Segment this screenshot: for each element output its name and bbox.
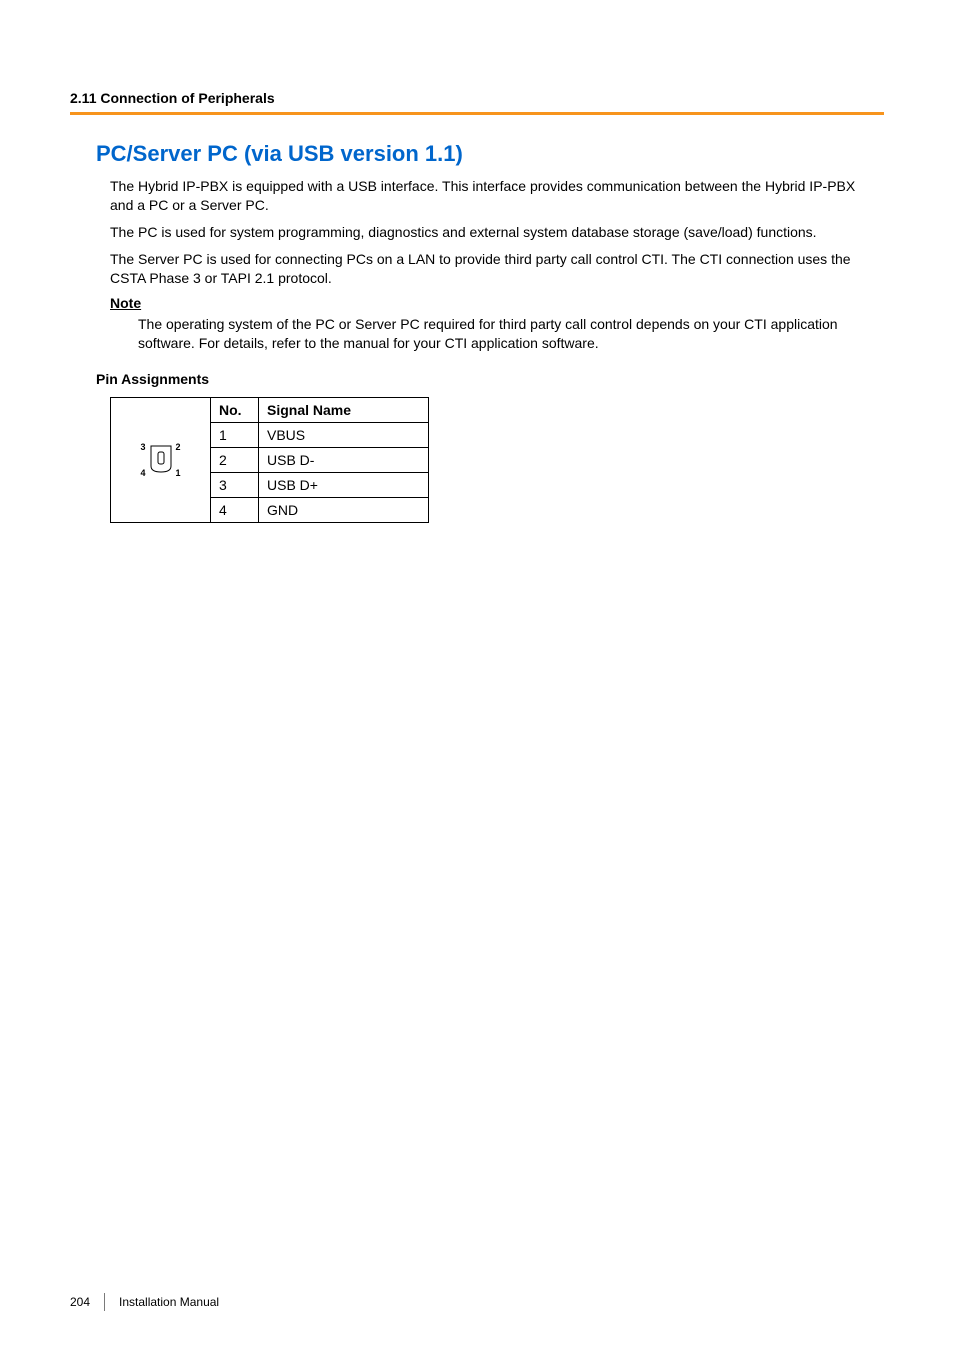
usb-connector-cell: 3 2 4 1 [111,398,211,523]
page-footer: 204 Installation Manual [70,1293,219,1311]
section-header: 2.11 Connection of Peripherals [70,90,884,112]
pin-label-2: 2 [175,442,180,452]
usb-connector-diagram: 3 2 4 1 [131,436,191,482]
footer-doc-title: Installation Manual [119,1295,219,1309]
pin-label-4: 4 [141,468,146,478]
pin-label-3: 3 [141,442,146,452]
note-body: The operating system of the PC or Server… [138,315,874,353]
body-paragraph: The PC is used for system programming, d… [110,223,874,242]
page-number: 204 [70,1295,104,1309]
cell-signal: GND [259,498,429,523]
cell-no: 4 [211,498,259,523]
usb-connector-icon [131,436,191,482]
col-header-no: No. [211,398,259,423]
pin-label-1: 1 [175,468,180,478]
cell-signal: USB D+ [259,473,429,498]
cell-no: 1 [211,423,259,448]
footer-divider [104,1293,105,1311]
body-paragraph: The Hybrid IP-PBX is equipped with a USB… [110,177,874,215]
subheading-pin-assignments: Pin Assignments [96,371,884,387]
cell-no: 2 [211,448,259,473]
cell-signal: USB D- [259,448,429,473]
cell-signal: VBUS [259,423,429,448]
pin-assignment-table: 3 2 4 1 No. Signal Name 1 VBUS 2 USB D- [110,397,429,523]
page-title: PC/Server PC (via USB version 1.1) [96,141,884,167]
body-paragraph: The Server PC is used for connecting PCs… [110,250,874,288]
note-heading: Note [110,295,874,311]
col-header-signal: Signal Name [259,398,429,423]
section-rule [70,112,884,115]
table-header-row: 3 2 4 1 No. Signal Name [111,398,429,423]
cell-no: 3 [211,473,259,498]
